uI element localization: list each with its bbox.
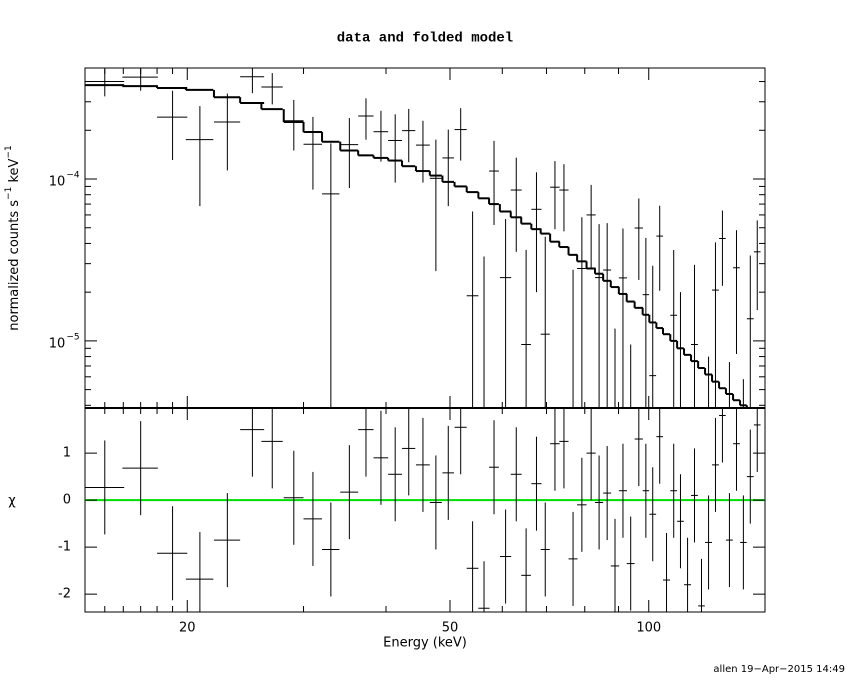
y-tick-label: -2 [58,587,71,602]
y-tick-label: 0 [63,493,71,508]
y-tick-label: -1 [58,540,71,555]
y-axis-label: χ [8,494,16,509]
x-axis-label: Energy (keV) [383,636,467,651]
top-panel [85,68,761,408]
y-axis-label-part: keV [7,158,22,186]
y-axis-label: normalized counts s−1 keV−1 [4,145,22,330]
y-axis-label-part: normalized counts s [7,200,22,331]
y-axis-label-sup: −1 [4,145,14,158]
y-tick-exponent: −5 [66,332,79,342]
y-tick-exponent: −4 [66,171,80,181]
y-axis-label-sup: −1 [4,187,14,200]
footer: allen 19−Apr−2015 14:49 [713,664,845,675]
chart-title: data and folded model [337,31,513,47]
y-tick-label: 1 [63,446,71,461]
x-tick-label: 50 [442,621,459,636]
x-tick-label: 20 [179,621,196,636]
y-tick-label: 10 [49,175,66,190]
frame [84,67,766,613]
bottom-panel [85,408,765,612]
y-tick-label: 10 [49,336,66,351]
x-tick-label: 100 [636,621,661,636]
